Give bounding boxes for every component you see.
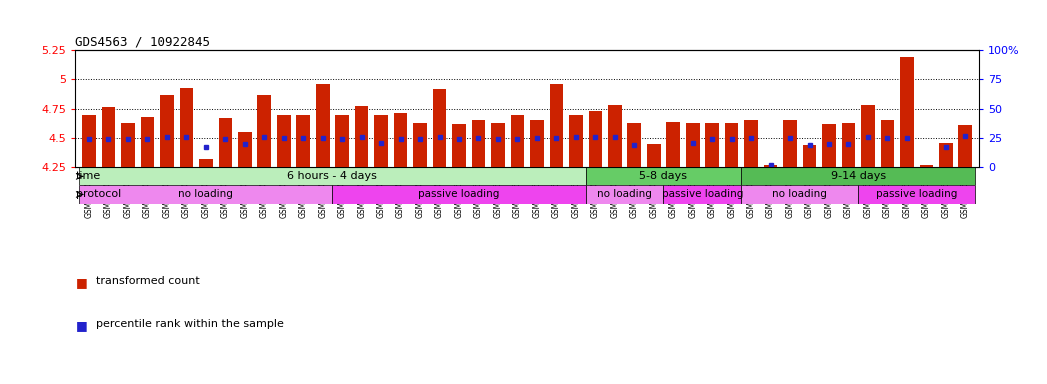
Bar bbox=[958, 125, 972, 167]
Bar bbox=[666, 122, 681, 167]
Bar bbox=[861, 105, 874, 167]
Bar bbox=[741, 167, 975, 185]
Text: no loading: no loading bbox=[597, 189, 652, 199]
Bar bbox=[335, 114, 349, 167]
Text: 9-14 days: 9-14 days bbox=[830, 171, 886, 181]
Bar bbox=[238, 132, 251, 167]
Text: no loading: no loading bbox=[178, 189, 233, 199]
Bar bbox=[160, 94, 174, 167]
Bar bbox=[900, 57, 914, 167]
Text: time: time bbox=[75, 171, 101, 181]
Bar bbox=[647, 144, 661, 167]
Bar bbox=[394, 113, 407, 167]
Bar bbox=[530, 121, 543, 167]
Bar bbox=[80, 185, 333, 204]
Bar bbox=[471, 121, 486, 167]
Bar bbox=[569, 114, 583, 167]
Bar bbox=[277, 114, 291, 167]
Bar bbox=[199, 159, 213, 167]
Text: ■: ■ bbox=[75, 276, 87, 290]
Bar bbox=[608, 105, 622, 167]
Bar bbox=[102, 108, 115, 167]
Bar bbox=[939, 143, 953, 167]
Bar bbox=[180, 88, 194, 167]
Bar bbox=[741, 185, 859, 204]
Bar bbox=[919, 165, 933, 167]
Bar bbox=[588, 111, 602, 167]
Bar bbox=[686, 123, 699, 167]
Bar bbox=[414, 123, 427, 167]
Bar bbox=[333, 185, 585, 204]
Bar bbox=[296, 114, 310, 167]
Bar bbox=[842, 123, 855, 167]
Bar bbox=[881, 121, 894, 167]
Bar bbox=[550, 84, 563, 167]
Bar bbox=[432, 89, 446, 167]
Text: passive loading: passive loading bbox=[876, 189, 957, 199]
Bar bbox=[491, 123, 505, 167]
Bar bbox=[803, 145, 817, 167]
Bar bbox=[374, 114, 388, 167]
Bar bbox=[783, 121, 797, 167]
Bar bbox=[355, 106, 369, 167]
Text: ■: ■ bbox=[75, 319, 87, 332]
Text: GDS4563 / 10922845: GDS4563 / 10922845 bbox=[75, 36, 210, 49]
Bar bbox=[664, 185, 741, 204]
Bar bbox=[822, 124, 836, 167]
Bar bbox=[585, 167, 741, 185]
Bar bbox=[452, 124, 466, 167]
Bar bbox=[511, 114, 525, 167]
Bar bbox=[585, 185, 664, 204]
Text: protocol: protocol bbox=[75, 189, 121, 199]
Bar bbox=[744, 121, 758, 167]
Bar bbox=[83, 114, 96, 167]
Bar bbox=[258, 94, 271, 167]
Bar bbox=[316, 84, 330, 167]
Bar bbox=[763, 165, 777, 167]
Bar bbox=[627, 123, 641, 167]
Bar bbox=[140, 117, 154, 167]
Bar bbox=[219, 118, 232, 167]
Bar bbox=[725, 123, 738, 167]
Text: transformed count: transformed count bbox=[96, 276, 200, 286]
Text: no loading: no loading bbox=[773, 189, 827, 199]
Bar bbox=[121, 123, 135, 167]
Text: passive loading: passive loading bbox=[662, 189, 743, 199]
Text: 6 hours - 4 days: 6 hours - 4 days bbox=[288, 171, 377, 181]
Text: percentile rank within the sample: percentile rank within the sample bbox=[96, 319, 284, 329]
Bar bbox=[859, 185, 975, 204]
Text: passive loading: passive loading bbox=[419, 189, 499, 199]
Text: 5-8 days: 5-8 days bbox=[640, 171, 688, 181]
Bar bbox=[706, 123, 719, 167]
Bar bbox=[80, 167, 585, 185]
